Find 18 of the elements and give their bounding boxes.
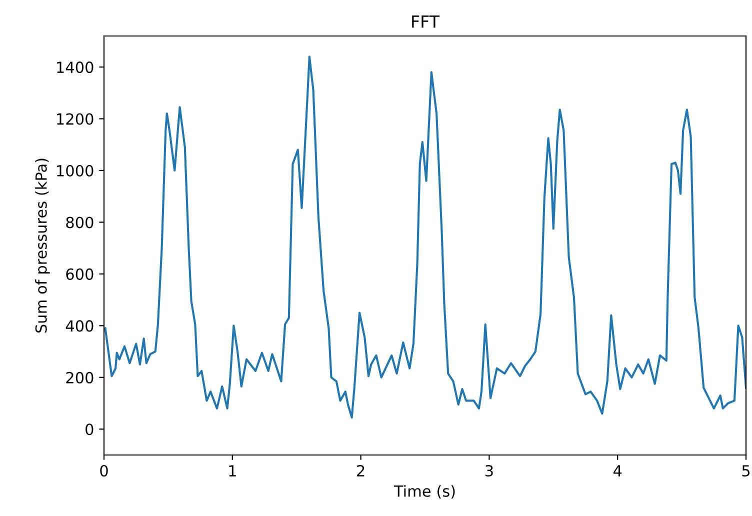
chart-title: FFT [412, 16, 440, 28]
x-tick-label: 4 [613, 465, 622, 476]
y-tick-label: 1000 [57, 164, 94, 177]
y-tick-label: 600 [66, 268, 94, 280]
y-tick-label: 200 [66, 372, 94, 384]
x-tick-label: 0 [100, 464, 108, 477]
x-axis-title: Time (s) [394, 485, 455, 499]
y-tick-label: 1400 [57, 62, 94, 74]
y-tick-label: 400 [66, 320, 94, 332]
x-tick-label: 3 [486, 464, 493, 477]
x-tick-label: 5 [742, 465, 750, 477]
line-series [104, 56, 746, 419]
y-axis-title: Sum of pressures (kPa) [35, 158, 50, 333]
y-tick-label: 800 [66, 216, 94, 228]
x-tick-label: 2 [357, 464, 364, 476]
x-tick-label: 1 [229, 465, 236, 476]
y-tick-label: 1200 [57, 113, 94, 125]
y-tick-label: 0 [86, 424, 94, 436]
